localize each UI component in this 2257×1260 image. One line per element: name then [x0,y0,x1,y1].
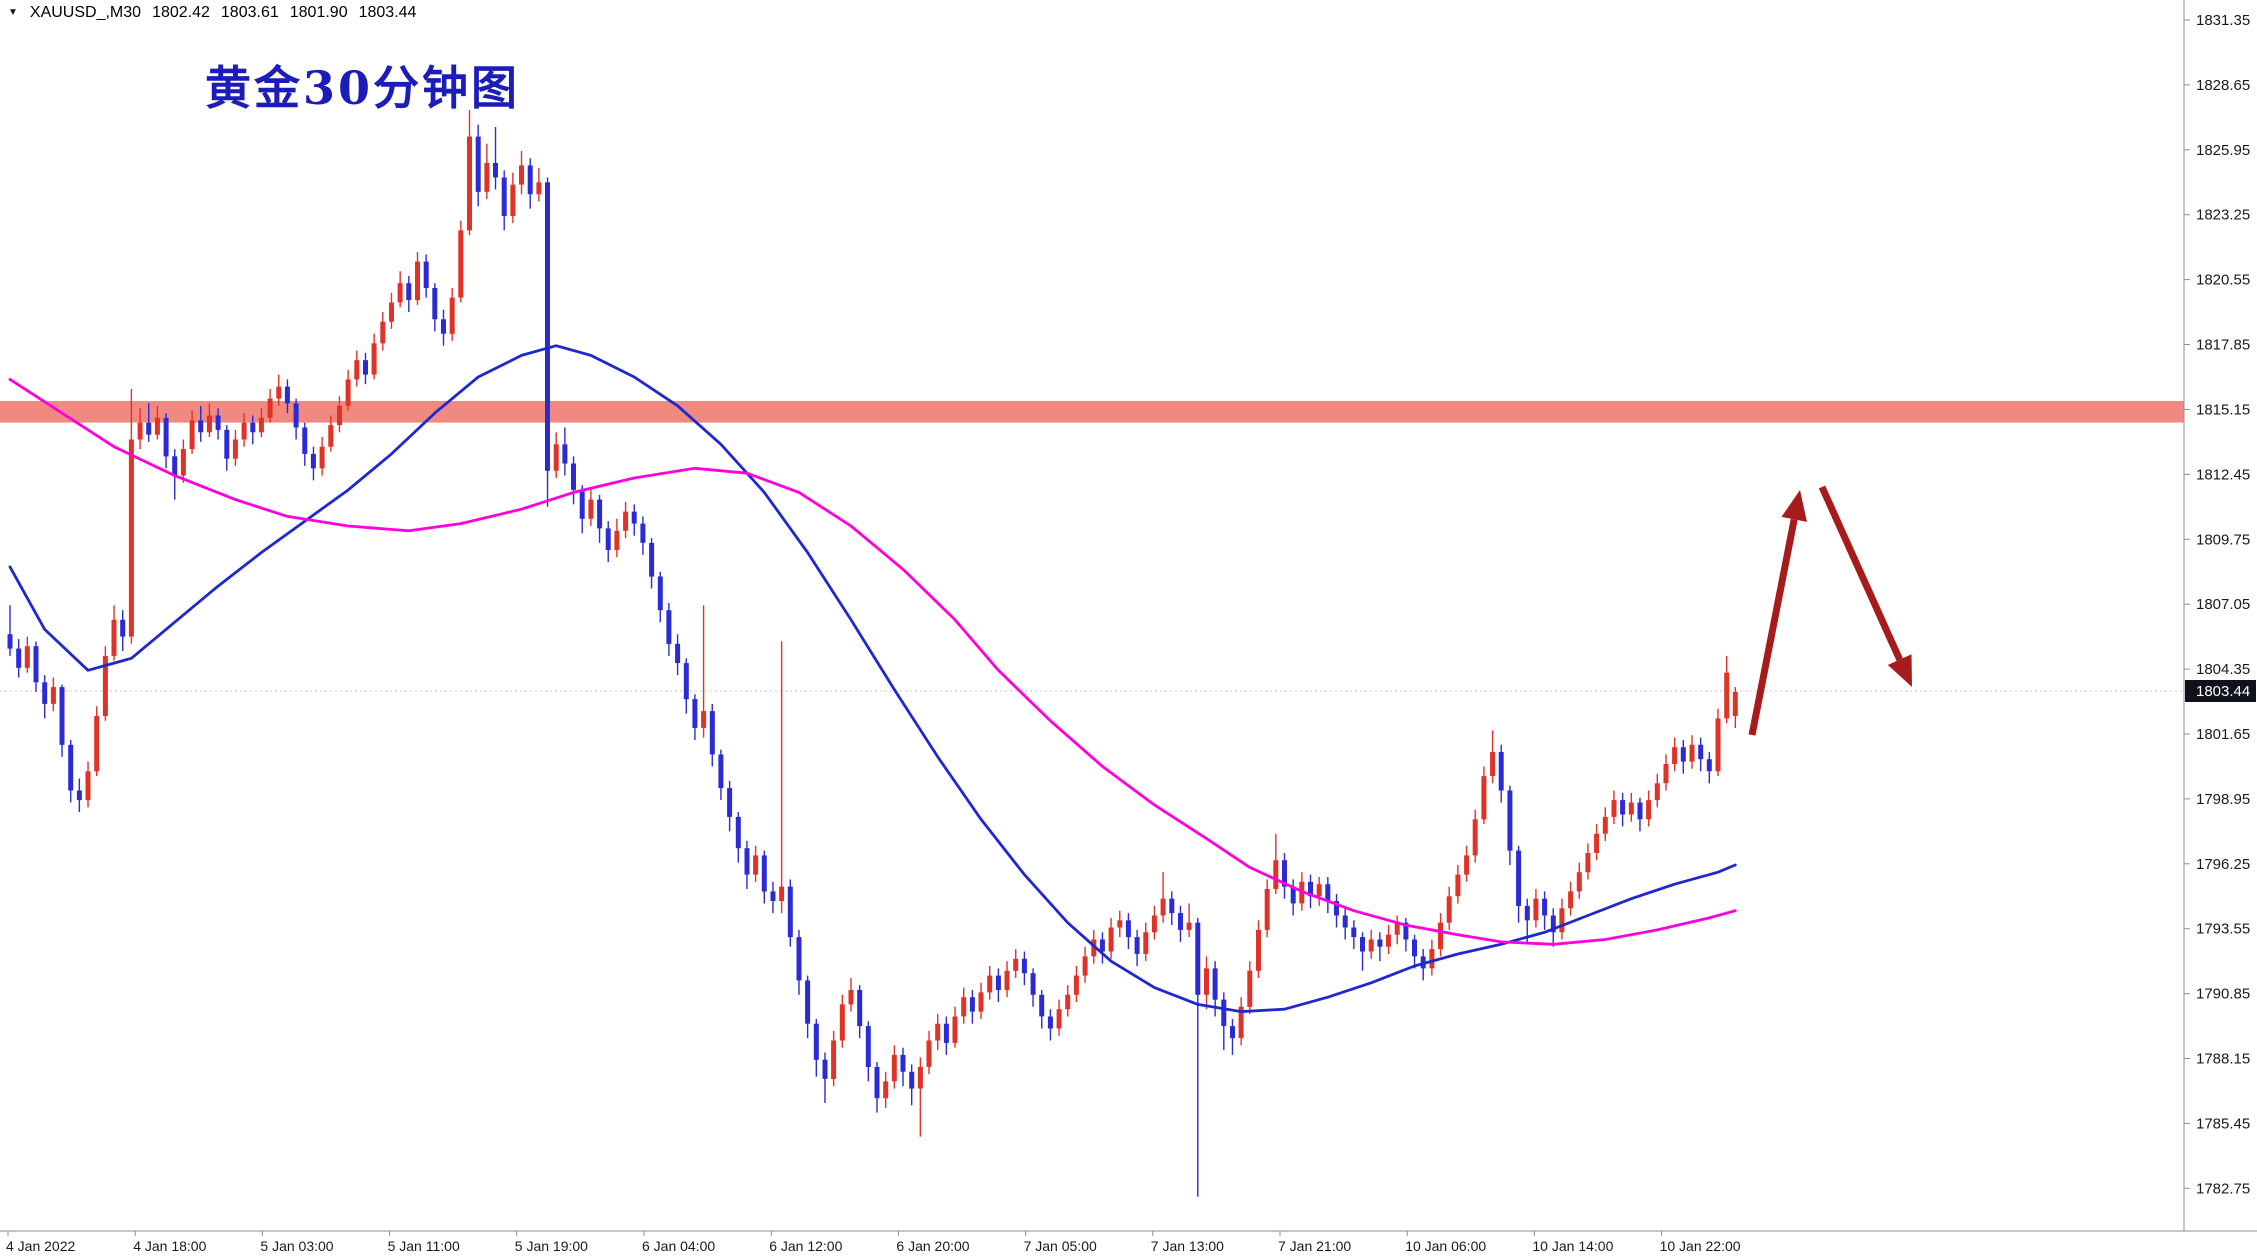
svg-text:1820.55: 1820.55 [2196,272,2250,289]
open-value: 1802.42 [152,4,210,21]
ohlc-info-bar: ▼ XAUUSD_,M30 1802.42 1803.61 1801.90 18… [8,4,416,22]
svg-text:1788.15: 1788.15 [2196,1051,2250,1068]
svg-text:4 Jan 2022: 4 Jan 2022 [6,1238,75,1254]
ma-blue [8,344,1737,1013]
svg-text:4 Jan 18:00: 4 Jan 18:00 [133,1238,206,1254]
svg-text:5 Jan 11:00: 5 Jan 11:00 [388,1238,460,1254]
time-axis[interactable]: 4 Jan 2022 4 Jan 18:00 5 Jan 03:00 5 Jan 11… [6,1231,1741,1254]
svg-text:7 Jan 21:00: 7 Jan 21:00 [1278,1238,1351,1254]
svg-text:1807.05: 1807.05 [2196,596,2250,613]
svg-text:1815.15: 1815.15 [2196,401,2250,418]
svg-text:1817.85: 1817.85 [2196,337,2250,354]
svg-text:1790.85: 1790.85 [2196,986,2250,1003]
svg-text:10 Jan 14:00: 10 Jan 14:00 [1532,1238,1613,1254]
svg-text:1828.65: 1828.65 [2196,77,2250,94]
low-value: 1801.90 [289,4,348,21]
svg-text:7 Jan 05:00: 7 Jan 05:00 [1024,1238,1097,1254]
svg-text:1812.45: 1812.45 [2196,466,2250,483]
resistance-zone[interactable] [0,401,2184,423]
svg-text:5 Jan 03:00: 5 Jan 03:00 [260,1238,333,1254]
projection-arrow-down[interactable] [1818,485,1912,687]
chart-marker-icon: ▼ [8,7,18,18]
candles-layer[interactable] [7,110,1738,1197]
ma-magenta [8,378,1737,946]
svg-text:10 Jan 22:00: 10 Jan 22:00 [1660,1238,1741,1254]
svg-text:1793.55: 1793.55 [2196,921,2250,938]
svg-text:1796.25: 1796.25 [2196,856,2250,873]
high-value: 1803.61 [220,4,279,21]
svg-text:1804.35: 1804.35 [2196,661,2250,678]
svg-text:7 Jan 13:00: 7 Jan 13:00 [1151,1238,1224,1254]
svg-text:1782.75: 1782.75 [2196,1180,2250,1197]
svg-text:6 Jan 04:00: 6 Jan 04:00 [642,1238,715,1254]
projection-arrow-up[interactable] [1748,490,1807,736]
svg-text:10 Jan 06:00: 10 Jan 06:00 [1405,1238,1486,1254]
svg-text:1831.35: 1831.35 [2196,12,2250,29]
chart-annotation-title: 黄金30分钟图 [205,61,521,115]
svg-text:1809.75: 1809.75 [2196,531,2250,548]
close-value: 1803.44 [358,4,417,21]
svg-text:1803.44: 1803.44 [2196,683,2250,700]
current-price-label: 1803.44 [2185,680,2256,702]
svg-text:1825.95: 1825.95 [2196,142,2250,159]
svg-text:1823.25: 1823.25 [2196,207,2250,224]
price-axis[interactable]: 1831.35 1828.65 1825.95 1823.25 1820.55 1817.… [2184,12,2250,1197]
svg-text:6 Jan 12:00: 6 Jan 12:00 [769,1238,842,1254]
svg-text:5 Jan 19:00: 5 Jan 19:00 [515,1238,588,1254]
svg-text:1785.45: 1785.45 [2196,1115,2250,1132]
symbol-period-label: XAUUSD_,M30 [29,4,142,21]
svg-text:1801.65: 1801.65 [2196,726,2250,743]
svg-text:6 Jan 20:00: 6 Jan 20:00 [896,1238,969,1254]
svg-text:1798.95: 1798.95 [2196,791,2250,808]
